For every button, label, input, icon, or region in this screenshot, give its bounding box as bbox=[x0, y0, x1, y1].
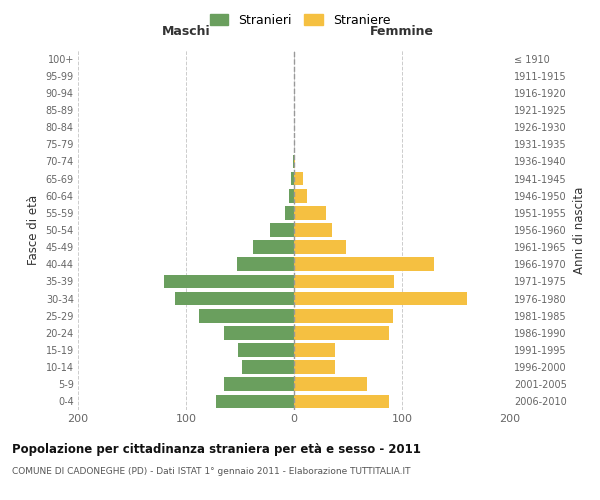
Legend: Stranieri, Straniere: Stranieri, Straniere bbox=[205, 8, 395, 32]
Bar bbox=[253, 240, 294, 254]
Bar bbox=[294, 292, 467, 306]
Bar bbox=[293, 154, 294, 168]
Y-axis label: Anni di nascita: Anni di nascita bbox=[572, 186, 586, 274]
Text: Popolazione per cittadinanza straniera per età e sesso - 2011: Popolazione per cittadinanza straniera p… bbox=[12, 442, 421, 456]
Bar bbox=[286, 206, 294, 220]
Bar bbox=[224, 378, 294, 391]
Text: Maschi: Maschi bbox=[161, 25, 211, 38]
Bar bbox=[294, 326, 389, 340]
Bar bbox=[294, 394, 389, 408]
Bar bbox=[294, 206, 326, 220]
Bar bbox=[291, 172, 294, 185]
Bar bbox=[294, 309, 394, 322]
Bar bbox=[294, 343, 335, 357]
Bar bbox=[237, 258, 294, 271]
Bar bbox=[242, 360, 294, 374]
Bar bbox=[289, 189, 294, 202]
Bar bbox=[294, 360, 335, 374]
Text: COMUNE DI CADONEGHE (PD) - Dati ISTAT 1° gennaio 2011 - Elaborazione TUTTITALIA.: COMUNE DI CADONEGHE (PD) - Dati ISTAT 1°… bbox=[12, 468, 410, 476]
Y-axis label: Fasce di età: Fasce di età bbox=[27, 195, 40, 265]
Bar bbox=[294, 154, 295, 168]
Bar bbox=[294, 240, 346, 254]
Bar bbox=[294, 274, 394, 288]
Bar bbox=[199, 309, 294, 322]
Bar bbox=[294, 223, 332, 237]
Bar bbox=[175, 292, 294, 306]
Bar bbox=[294, 172, 302, 185]
Bar bbox=[216, 394, 294, 408]
Bar bbox=[238, 343, 294, 357]
Text: Femmine: Femmine bbox=[370, 25, 434, 38]
Bar bbox=[294, 258, 434, 271]
Bar bbox=[224, 326, 294, 340]
Bar bbox=[294, 378, 367, 391]
Bar bbox=[164, 274, 294, 288]
Bar bbox=[294, 189, 307, 202]
Bar bbox=[270, 223, 294, 237]
